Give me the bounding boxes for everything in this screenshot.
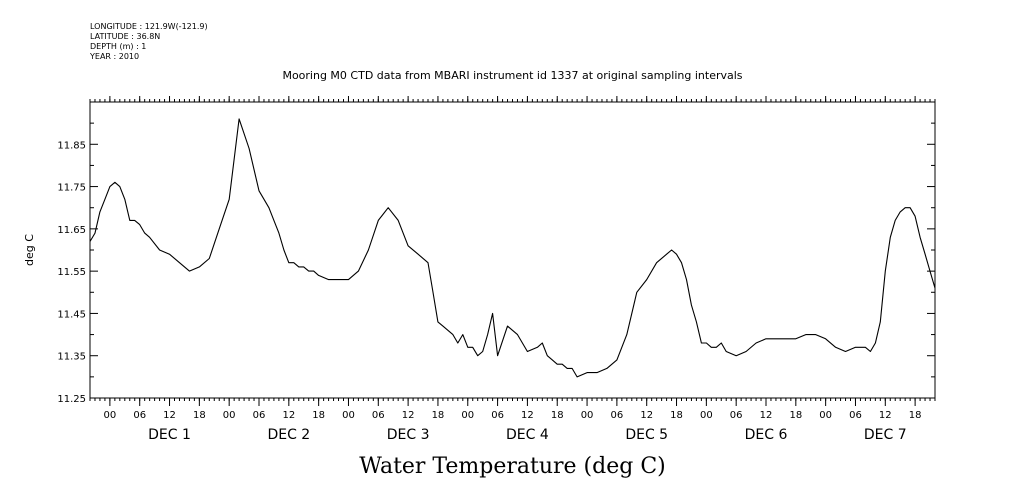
- day-label: DEC 1: [148, 427, 191, 443]
- x-tick-label: 00: [819, 410, 832, 421]
- x-axis-label: Water Temperature (deg C): [359, 454, 666, 479]
- x-tick-label: 18: [193, 410, 206, 421]
- x-tick-label: 00: [581, 410, 594, 421]
- y-tick-label: 11.35: [57, 352, 86, 363]
- x-tick-label: 18: [551, 410, 564, 421]
- day-label: DEC 4: [506, 427, 549, 443]
- x-tick-label: 18: [312, 410, 325, 421]
- x-tick-label: 00: [104, 410, 117, 421]
- y-tick-label: 11.45: [57, 309, 86, 320]
- day-label: DEC 6: [745, 427, 788, 443]
- y-tick-label: 11.85: [57, 140, 86, 151]
- x-tick-label: 06: [849, 410, 862, 421]
- y-tick-label: 11.25: [57, 394, 86, 405]
- x-tick-label: 18: [670, 410, 683, 421]
- x-tick-label: 12: [521, 410, 534, 421]
- year-label: YEAR : 2010: [90, 52, 140, 61]
- y-axis-label: deg C: [23, 234, 36, 266]
- x-tick-label: 12: [640, 410, 653, 421]
- x-tick-label: 06: [611, 410, 624, 421]
- y-tick-label: 11.75: [57, 183, 86, 194]
- x-tick-label: 06: [253, 410, 266, 421]
- x-tick-label: 12: [282, 410, 295, 421]
- metadata-block: LONGITUDE : 121.9W(-121.9) LATITUDE : 36…: [90, 22, 208, 62]
- x-tick-label: 00: [700, 410, 713, 421]
- x-tick-label: 00: [461, 410, 474, 421]
- x-tick-label: 06: [133, 410, 146, 421]
- x-tick-label: 18: [789, 410, 802, 421]
- day-label: DEC 5: [625, 427, 668, 443]
- day-label: DEC 7: [864, 427, 907, 443]
- x-tick-label: 12: [879, 410, 892, 421]
- day-label: DEC 3: [387, 427, 430, 443]
- series-line: [89, 118, 936, 378]
- x-tick-label: 18: [432, 410, 445, 421]
- x-tick-label: 12: [760, 410, 773, 421]
- depth-label: DEPTH (m) : 1: [90, 42, 147, 51]
- latitude-label: LATITUDE : 36.8N: [90, 32, 161, 41]
- x-tick-label: 00: [223, 410, 236, 421]
- x-tick-label: 06: [372, 410, 385, 421]
- x-tick-label: 12: [402, 410, 415, 421]
- x-tick-label: 18: [909, 410, 922, 421]
- x-tick-label: 00: [342, 410, 355, 421]
- plot-frame: [89, 101, 936, 399]
- y-tick-label: 11.65: [57, 225, 86, 236]
- x-tick-label: 12: [163, 410, 176, 421]
- y-tick-label: 11.55: [57, 267, 86, 278]
- x-tick-label: 06: [730, 410, 743, 421]
- x-tick-label: 06: [491, 410, 504, 421]
- longitude-label: LONGITUDE : 121.9W(-121.9): [90, 22, 208, 31]
- chart-title: Mooring M0 CTD data from MBARI instrumen…: [282, 69, 743, 82]
- day-label: DEC 2: [267, 427, 310, 443]
